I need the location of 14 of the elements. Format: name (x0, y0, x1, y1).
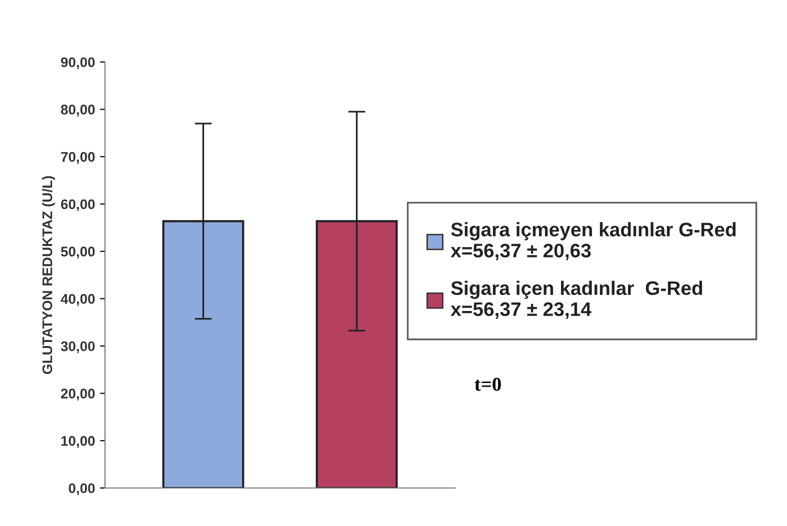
legend-label: Sigara içmeyen kadınlar G-Red x=56,37 ± 20,63 (450, 222, 736, 260)
y-tick-label: 50,00 (60, 246, 95, 259)
y-tick-label: 70,00 (61, 152, 95, 164)
legend-label: Sigara içen kadınlar G-Red x=56,37 ± 23,14 (450, 280, 702, 319)
y-axis-title: GLUTATYON REDUKTAZ (U/L) (42, 176, 55, 374)
y-tick-label: 60,00 (61, 199, 95, 212)
y-tick-label: 10,00 (61, 436, 95, 448)
text: t=0 (474, 378, 501, 391)
y-tick-label: 90,00 (61, 57, 95, 70)
y-tick-label: 20,00 (61, 388, 95, 401)
y-tick-label: 0,00 (68, 483, 95, 496)
y-tick-label: 30,00 (60, 341, 95, 354)
y-tick-label: 80,00 (60, 104, 95, 117)
y-tick-label: 40,00 (60, 294, 95, 306)
